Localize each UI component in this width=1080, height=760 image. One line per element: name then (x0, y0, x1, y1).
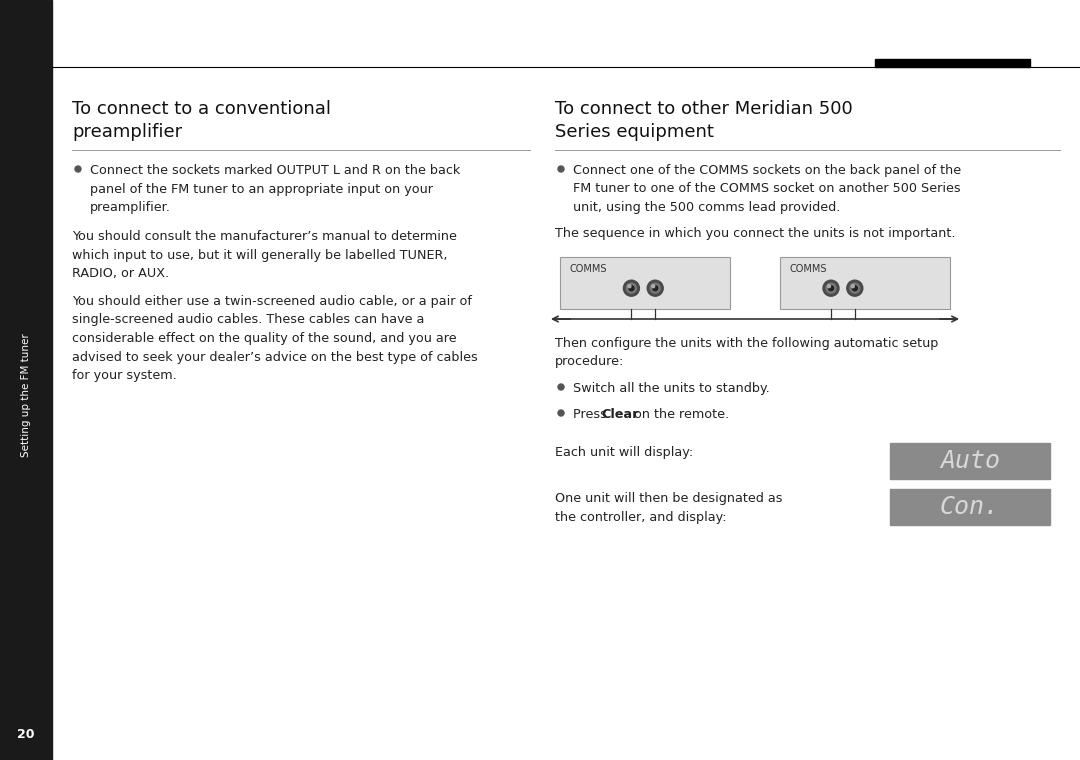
Text: To connect to a conventional
preamplifier: To connect to a conventional preamplifie… (72, 100, 330, 141)
Circle shape (852, 286, 858, 290)
Bar (890, 489, 1050, 525)
Circle shape (823, 280, 839, 296)
Text: Each unit will display:: Each unit will display: (555, 446, 693, 459)
Text: Connect the sockets marked OUTPUT L and R on the back
panel of the FM tuner to a: Connect the sockets marked OUTPUT L and … (90, 164, 460, 214)
Text: Setting up the FM tuner: Setting up the FM tuner (21, 334, 31, 457)
Circle shape (629, 286, 634, 290)
Text: You should either use a twin-screened audio cable, or a pair of
single-screened : You should either use a twin-screened au… (72, 295, 477, 382)
Text: To connect to other Meridian 500
Series equipment: To connect to other Meridian 500 Series … (555, 100, 853, 141)
Text: Switch all the units to standby.: Switch all the units to standby. (573, 382, 770, 395)
Circle shape (627, 285, 631, 288)
Text: COMMS: COMMS (789, 264, 827, 274)
Text: Auto: Auto (940, 449, 1000, 473)
Circle shape (650, 283, 660, 293)
Circle shape (651, 285, 654, 288)
Bar (561, 257, 730, 309)
Text: Then configure the units with the following automatic setup
procedure:: Then configure the units with the follow… (555, 337, 939, 369)
Circle shape (826, 283, 836, 293)
Bar (780, 257, 950, 309)
Text: One unit will then be designated as
the controller, and display:: One unit will then be designated as the … (555, 492, 783, 524)
Circle shape (75, 166, 81, 172)
Circle shape (558, 410, 564, 416)
Bar (0, 0, 52, 760)
Text: COMMS: COMMS (570, 264, 607, 274)
Circle shape (558, 384, 564, 390)
Text: 20: 20 (17, 729, 35, 742)
Circle shape (652, 286, 658, 290)
Circle shape (847, 280, 863, 296)
Bar (875, 59, 1030, 67)
Bar (890, 443, 1050, 479)
Circle shape (850, 283, 860, 293)
Circle shape (647, 280, 663, 296)
Circle shape (626, 283, 636, 293)
Circle shape (851, 285, 854, 288)
Text: Clear: Clear (602, 408, 639, 421)
Text: Con.: Con. (940, 495, 1000, 519)
Circle shape (828, 286, 834, 290)
Text: The sequence in which you connect the units is not important.: The sequence in which you connect the un… (555, 227, 956, 240)
Text: You should consult the manufacturer’s manual to determine
which input to use, bu: You should consult the manufacturer’s ma… (72, 230, 457, 280)
Text: Connect one of the COMMS sockets on the back panel of the
FM tuner to one of the: Connect one of the COMMS sockets on the … (573, 164, 961, 214)
Circle shape (558, 166, 564, 172)
Text: Press: Press (573, 408, 611, 421)
Circle shape (623, 280, 639, 296)
Text: on the remote.: on the remote. (631, 408, 729, 421)
Circle shape (827, 285, 831, 288)
